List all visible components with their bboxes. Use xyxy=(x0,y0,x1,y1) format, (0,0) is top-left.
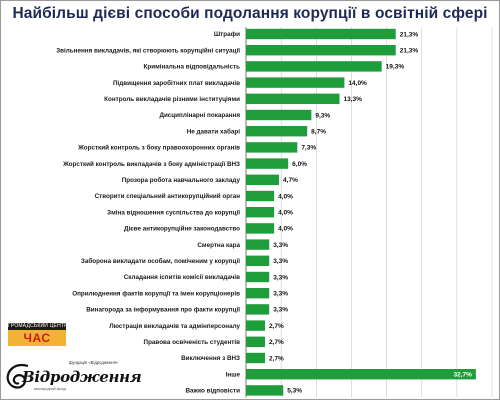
bar xyxy=(246,174,280,185)
data-label: 8,7% xyxy=(311,129,326,136)
data-label: 2,7% xyxy=(269,339,284,346)
category-label: Винагорода за інформування про факти кор… xyxy=(86,306,240,314)
bar xyxy=(246,288,270,299)
data-label: 2,7% xyxy=(269,323,284,330)
category-label: Дієве антикорупційне законодавство xyxy=(124,225,240,233)
category-label: Смертна кара xyxy=(197,242,240,249)
category-label: Контроль викладачів різними інституціями xyxy=(104,95,240,103)
bar xyxy=(246,336,265,347)
data-label: 3,3% xyxy=(273,258,288,265)
bar xyxy=(246,142,298,153)
bar xyxy=(246,109,312,121)
vidrodzhennia-small-text: фундація «Відродження» xyxy=(69,360,119,365)
bar xyxy=(246,255,270,266)
bar xyxy=(246,61,382,72)
data-label: 3,3% xyxy=(273,307,288,314)
data-label: 7,3% xyxy=(301,145,316,152)
bar xyxy=(246,271,270,283)
category-label: Не давати хабарі xyxy=(187,127,241,135)
bar xyxy=(246,385,284,396)
data-label: 21,3% xyxy=(400,48,419,55)
gridlines xyxy=(245,27,493,398)
data-label: 3,3% xyxy=(273,291,288,298)
data-label: 4,0% xyxy=(278,210,293,217)
bar xyxy=(246,93,340,104)
chas-center-logo: ГРОМАДСЬКИЙ ЦЕНТР ЧАС xyxy=(8,323,68,347)
value-labels: 21,3% 21,3% 19,3% 14,0% 13,3% 9,3% 8,7% 7,3% 6,0… xyxy=(269,31,472,394)
data-label: 4,0% xyxy=(278,193,293,200)
category-label: Кримінальна відповідальність xyxy=(144,63,241,71)
data-label: 19,3% xyxy=(386,64,405,71)
vidrodzhennia-tagline: міжнародний фонд xyxy=(34,387,66,391)
data-label: 14,0% xyxy=(348,80,367,87)
swirl-logo-icon xyxy=(6,364,29,389)
category-label: Підвищення заробітних плат викладачів xyxy=(113,79,240,87)
bar xyxy=(246,304,270,315)
data-label: 6,0% xyxy=(292,161,307,168)
data-label: 4,0% xyxy=(278,226,293,233)
bar xyxy=(246,239,270,250)
category-label: Складання іспитів комісії викладачів xyxy=(124,273,240,281)
bar xyxy=(246,223,275,234)
data-label: 4,7% xyxy=(283,177,298,184)
category-label: Прозора робота навчального закладу xyxy=(122,176,241,184)
data-label: 3,3% xyxy=(273,274,288,281)
category-label: Жорсткий контроль з боку правоохоронних … xyxy=(77,144,240,152)
bar xyxy=(246,77,345,88)
category-label: Заборона викладати особам, поміченим у к… xyxy=(81,257,240,265)
category-label: Оприлюднення фактів корупції та імен кор… xyxy=(72,289,240,297)
bar xyxy=(246,45,396,56)
chas-logo-caption: ГРОМАДСЬКИЙ ЦЕНТР xyxy=(8,323,68,330)
vidrodzhennia-script-text: Відродження xyxy=(22,368,142,386)
category-label: Інше xyxy=(226,371,241,378)
data-label: 13,3% xyxy=(343,96,362,103)
data-label: 5,3% xyxy=(287,388,302,395)
vidrodzhennia-logo: фундація «Відродження» Відродження міжна… xyxy=(4,360,142,394)
category-label: Жорсткий контроль викладачів з боку адмі… xyxy=(62,160,240,168)
category-label: Важко відповісти xyxy=(185,387,240,395)
bar xyxy=(246,320,265,331)
category-label: Звільнення викладачів, які створюють кор… xyxy=(56,46,240,54)
bar xyxy=(246,352,265,364)
bar xyxy=(246,369,476,380)
data-label: 3,3% xyxy=(273,242,288,249)
bar xyxy=(246,207,275,218)
category-label: Створити спеціальний антикорупційний орг… xyxy=(95,192,241,200)
category-label: Штрафи xyxy=(214,31,240,38)
bar xyxy=(246,190,275,202)
category-label: Люстрація викладачів та адмінперсоналу xyxy=(109,322,240,330)
chas-logo-word: ЧАС xyxy=(8,330,66,346)
data-label: 21,3% xyxy=(400,31,419,38)
data-label: 32,7% xyxy=(453,372,472,379)
category-label: Виключення з ВНЗ xyxy=(181,355,240,362)
category-label: Зміна відношення суспільства до корупції xyxy=(107,208,240,216)
category-label: Правова освіченість студентів xyxy=(144,338,241,346)
bar xyxy=(246,28,396,40)
data-label: 9,3% xyxy=(315,112,330,119)
bars xyxy=(246,28,476,396)
bar xyxy=(246,158,289,169)
category-labels: Штрафи Звільнення викладачів, які створюю… xyxy=(56,31,240,394)
chart-title: Найбільш дієві способи подолання корупці… xyxy=(12,5,488,22)
data-label: 2,7% xyxy=(269,355,284,362)
category-label: Дисциплінарні покарання xyxy=(159,111,240,119)
bar xyxy=(246,126,308,137)
